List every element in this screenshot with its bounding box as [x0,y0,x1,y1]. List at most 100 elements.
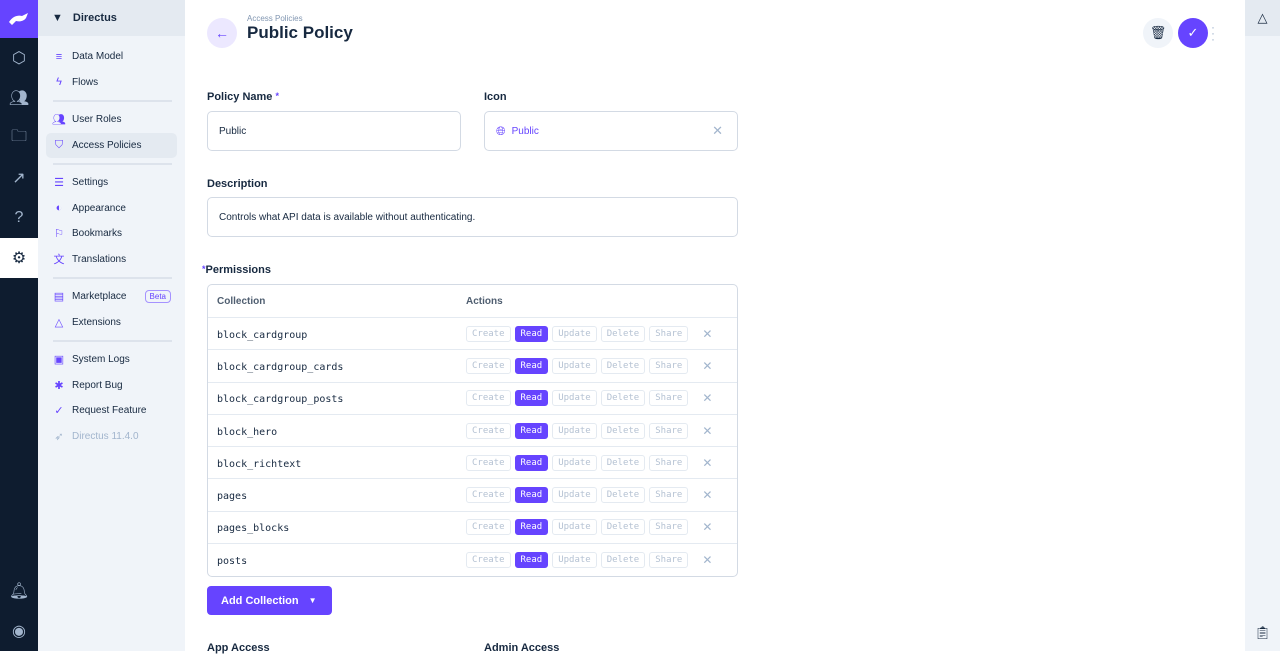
permission-create-toggle[interactable]: Create [466,325,511,342]
permission-share-toggle[interactable]: Share [649,325,689,342]
policy-name-input[interactable]: Public [207,111,461,151]
permission-create-toggle[interactable]: Create [466,422,511,439]
nav-item-extensions[interactable]: △ Extensions [38,310,177,336]
permission-delete-toggle[interactable]: Delete [600,552,646,569]
permission-read-toggle[interactable]: Read [514,487,549,504]
permission-create-toggle[interactable]: Create [466,357,511,374]
permission-share-toggle[interactable]: Share [649,390,689,407]
nav-divider [53,277,172,279]
help-icon[interactable]: ? [14,209,24,226]
permission-update-toggle[interactable]: Update [552,552,597,569]
content-module-cube-icon[interactable]: ⬡ [12,50,26,67]
clipboard-icon[interactable]: 📋︎ [1254,625,1271,640]
database-icon: ≡ [55,50,63,63]
table-row: block_hero Create Read Update Delete Share ✕ [208,415,737,448]
remove-row-close-icon[interactable]: ✕ [702,326,713,341]
remove-row-close-icon[interactable]: ✕ [702,391,713,406]
delete-button[interactable]: 🗑︎ [1143,18,1173,48]
permission-delete-toggle[interactable]: Delete [600,325,646,342]
version-info[interactable]: ➶ Directus 11.4.0 [38,424,177,450]
nav-item-report-bug[interactable]: ✱ Report Bug [38,373,177,399]
policy-name-label: Policy Name * [207,91,279,103]
files-module-folder-icon[interactable]: 🗀 [10,127,27,145]
check-icon: ✓ [1187,25,1199,40]
breadcrumb[interactable]: Access Policies [247,14,303,23]
back-button[interactable]: ← [207,18,237,48]
nav-item-user-roles[interactable]: 👥︎ User Roles [52,114,122,127]
permission-read-toggle[interactable]: Read [514,390,549,407]
nav-item-request-feature[interactable]: ✓ Request Feature [38,398,177,424]
permission-update-toggle[interactable]: Update [552,325,597,342]
permission-update-toggle[interactable]: Update [552,519,597,536]
remove-row-close-icon[interactable]: ✕ [702,455,713,470]
permission-delete-toggle[interactable]: Delete [600,487,646,504]
group-icon: 👥︎ [52,114,66,127]
permission-delete-toggle[interactable]: Delete [600,390,646,407]
permission-create-toggle[interactable]: Create [466,454,511,471]
permission-create-toggle[interactable]: Create [466,519,511,536]
permission-delete-toggle[interactable]: Delete [600,357,646,374]
clear-icon-button[interactable]: ✕ [712,123,723,138]
beta-badge: Beta [144,290,171,304]
collection-name: block_cardgroup [217,329,308,341]
dropdown-caret-icon: ▼ [308,596,317,605]
permission-update-toggle[interactable]: Update [552,487,597,504]
permission-read-toggle[interactable]: Read [514,422,549,439]
table-row: block_cardgroup_cards Create Read Update Del… [208,350,737,383]
sidebar-toggle-info-icon[interactable]: △ [1245,0,1280,36]
table-row: block_cardgroup Create Read Update Delete Sha… [208,318,737,351]
nav-item-translations[interactable]: 文 Translations [38,247,177,273]
remove-row-close-icon[interactable]: ✕ [702,423,713,438]
nav-item-appearance[interactable]: ◐ Appearance [38,196,177,222]
users-module-icon[interactable]: 👥︎ [8,90,30,107]
permission-share-toggle[interactable]: Share [649,357,689,374]
directus-logo-icon[interactable] [0,0,38,38]
permission-update-toggle[interactable]: Update [552,390,597,407]
permission-delete-toggle[interactable]: Delete [600,519,646,536]
permission-create-toggle[interactable]: Create [466,552,511,569]
permission-share-toggle[interactable]: Share [649,422,689,439]
remove-row-close-icon[interactable]: ✕ [702,553,713,568]
directus-rabbit-icon: ➶ [54,430,64,443]
more-options-icon[interactable]: · · · [1211,20,1215,46]
remove-row-close-icon[interactable]: ✕ [702,358,713,373]
remove-row-close-icon[interactable]: ✕ [702,520,713,535]
user-avatar-icon[interactable]: ◉ [12,623,26,640]
icon-select[interactable]: 🌐︎ Public ✕ [484,111,738,151]
permission-create-toggle[interactable]: Create [466,487,511,504]
nav-item-system-logs[interactable]: ▣ System Logs [53,354,130,367]
permission-read-toggle[interactable]: Read [514,552,549,569]
permission-share-toggle[interactable]: Share [649,519,689,536]
permission-share-toggle[interactable]: Share [649,487,689,504]
storefront-icon: ▤ [53,291,65,304]
table-row: pages Create Read Update Delete Share ✕ [208,479,737,512]
shield-lock-icon: ⛉ [54,138,64,151]
insights-module-icon[interactable]: ↗ [12,170,26,187]
permission-update-toggle[interactable]: Update [552,357,597,374]
nav-item-marketplace[interactable]: ▤ Marketplace Beta [38,284,177,310]
add-collection-button[interactable]: Add Collection ▼ [207,586,332,615]
permission-read-toggle[interactable]: Read [514,519,549,536]
permission-update-toggle[interactable]: Update [552,422,597,439]
description-label: Description [207,178,268,190]
permission-read-toggle[interactable]: Read [514,454,549,471]
notifications-bell-icon[interactable]: 🔔︎ [8,583,30,600]
sidebar-right: △ 📋︎ [1245,0,1280,651]
description-input[interactable]: Controls what API data is available with… [207,197,738,237]
permission-create-toggle[interactable]: Create [466,390,511,407]
nav-item-bookmarks[interactable]: ⚐ Bookmarks [38,221,177,247]
permission-update-toggle[interactable]: Update [552,454,597,471]
nav-item-flows[interactable]: ϟ Flows [38,70,177,96]
nav-item-data-model[interactable]: ≡ Data Model [38,44,177,70]
settings-module-gear-icon[interactable]: ⚙ [0,238,38,278]
nav-item-access-policies[interactable]: ⛉ Access Policies [46,132,177,158]
save-button[interactable]: ✓ [1178,18,1208,48]
permission-delete-toggle[interactable]: Delete [600,454,646,471]
permission-delete-toggle[interactable]: Delete [600,422,646,439]
permission-read-toggle[interactable]: Read [514,325,549,342]
permission-read-toggle[interactable]: Read [514,357,549,374]
permission-share-toggle[interactable]: Share [649,454,689,471]
permission-share-toggle[interactable]: Share [649,552,689,569]
nav-item-settings[interactable]: ☰ Settings [38,170,177,196]
remove-row-close-icon[interactable]: ✕ [702,488,713,503]
